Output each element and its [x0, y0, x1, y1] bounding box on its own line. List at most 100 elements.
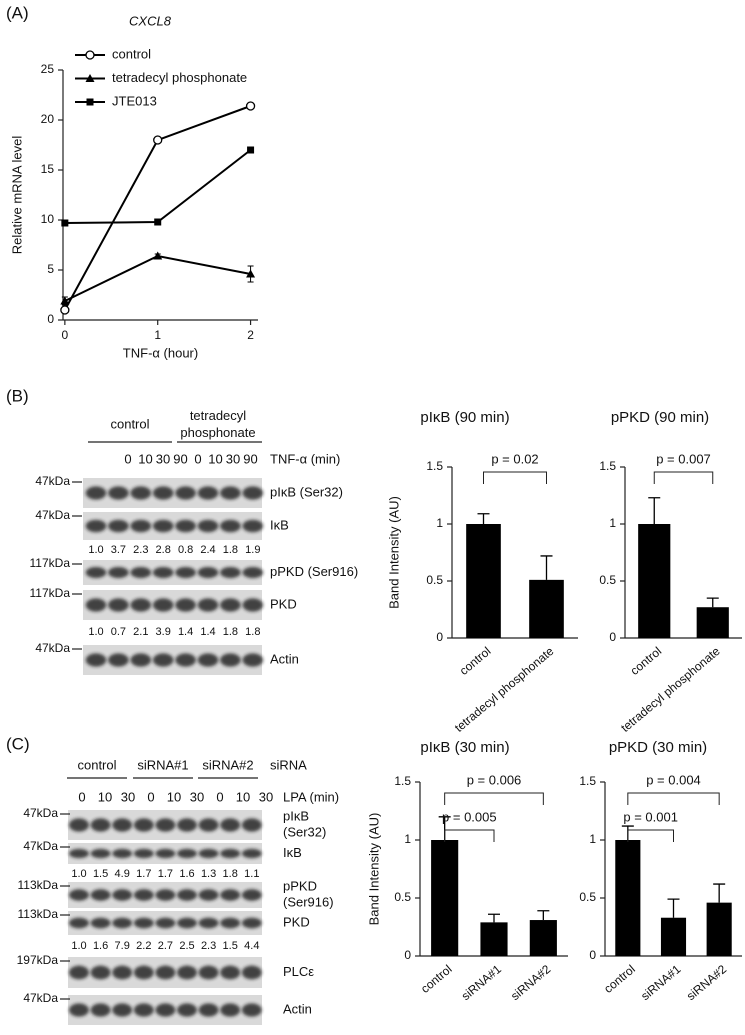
size-marker: 197kDa — [17, 953, 59, 967]
blot-band — [152, 567, 174, 578]
quantification: 1.5 — [93, 868, 108, 880]
y-tick-label: 0.5 — [599, 573, 616, 587]
blot-band — [198, 1003, 219, 1017]
blot-band — [69, 917, 89, 929]
treatment-label: TNF-α (min) — [270, 451, 340, 466]
blot-band — [85, 486, 107, 500]
quantification: 1.9 — [245, 544, 260, 556]
legend-marker — [86, 98, 94, 106]
blot-band — [133, 965, 154, 980]
quantification: 1.4 — [200, 626, 215, 638]
y-axis-label: Band Intensity (AU) — [366, 813, 381, 926]
row-label: pPKD — [283, 878, 317, 893]
x-tick-label: control — [601, 962, 638, 996]
series-line — [64, 149, 252, 224]
blot-band — [177, 917, 197, 929]
marker — [247, 146, 255, 154]
blot-band — [152, 519, 174, 533]
blot-band — [220, 598, 241, 612]
blot-band — [241, 1003, 262, 1017]
y-tick-label: 1.5 — [394, 774, 411, 788]
quantification: 2.8 — [156, 544, 171, 556]
significance-bracket — [627, 792, 720, 805]
legend-marker — [85, 50, 95, 60]
blot-band — [177, 889, 197, 901]
blot-band — [130, 486, 152, 500]
lane-label: 10 — [138, 451, 152, 466]
y-axis-label: Band Intensity (AU) — [386, 496, 401, 609]
panel-label: (B) — [6, 386, 29, 405]
blot-band — [69, 848, 89, 859]
x-tick-label: control — [457, 644, 494, 678]
group-title: siRNA — [270, 757, 307, 772]
lane-label: 30 — [190, 789, 204, 804]
x-tick-label: control — [418, 962, 455, 996]
marker — [61, 219, 69, 227]
blot-band — [197, 598, 219, 612]
legend-label: JTE013 — [112, 93, 157, 108]
y-tick-label: 1 — [609, 516, 616, 530]
error-bar — [477, 513, 490, 524]
blot-band — [155, 965, 176, 980]
x-tick-label: siRNA#2 — [508, 962, 554, 1003]
y-tick-label: 0 — [609, 630, 616, 644]
group-label: tetradecyl — [190, 408, 246, 423]
lane-label: 30 — [156, 451, 170, 466]
quantification: 2.5 — [179, 940, 194, 952]
blot-band — [133, 818, 154, 832]
blot-band — [220, 965, 241, 980]
blot-band — [197, 653, 219, 667]
x-tick-label: 1 — [154, 328, 161, 342]
quantification: 2.3 — [201, 940, 216, 952]
y-tick-label: 1 — [436, 516, 443, 530]
marker — [154, 218, 162, 226]
size-marker: 113kDa — [18, 878, 59, 892]
blot-band — [130, 653, 152, 667]
blot-band — [108, 567, 129, 578]
y-tick-label: 0 — [47, 312, 54, 326]
blot-band — [112, 917, 133, 929]
blot-band — [133, 1003, 154, 1017]
blot-band — [112, 965, 133, 980]
row-label: PKD — [270, 596, 297, 611]
blot-band — [197, 567, 219, 578]
error-bar — [540, 555, 553, 580]
chart-title: pPKD (30 min) — [609, 739, 707, 756]
y-tick-label: 0.5 — [579, 890, 596, 904]
error-bar — [648, 497, 661, 524]
blot-band — [133, 848, 154, 859]
lane-label: 10 — [236, 789, 250, 804]
blot-band — [177, 848, 197, 859]
row-label: IκB — [270, 517, 289, 532]
blot-band — [85, 519, 107, 533]
chart-title: pIκB (30 min) — [420, 739, 509, 756]
quantification: 1.0 — [88, 626, 103, 638]
quantification: 1.5 — [223, 940, 238, 952]
significance-bracket — [483, 471, 547, 484]
blot-band — [197, 519, 219, 533]
blot-band — [90, 917, 111, 929]
blot-band — [175, 519, 196, 533]
p-value: p = 0.004 — [646, 772, 701, 787]
marker — [153, 251, 163, 260]
blot-band — [220, 519, 241, 533]
chart-title: pPKD (90 min) — [611, 409, 709, 426]
blot-band — [241, 965, 262, 980]
row-label: pIκB (Ser32) — [270, 484, 343, 499]
size-marker: 113kDa — [18, 907, 59, 921]
x-tick-label: control — [628, 644, 665, 678]
row-label: (Ser32) — [283, 824, 326, 839]
blot-band — [242, 653, 264, 667]
error-bar — [488, 913, 500, 923]
quantification: 1.3 — [201, 868, 216, 880]
row-label: IκB — [283, 845, 302, 860]
row-label: (Ser916) — [283, 894, 334, 909]
blot-band — [175, 486, 196, 500]
blot-band — [198, 889, 219, 901]
lane-label: 10 — [208, 451, 222, 466]
blot-band — [90, 965, 111, 980]
y-tick-label: 1.5 — [579, 774, 596, 788]
blot-band — [197, 486, 219, 500]
p-value: p = 0.02 — [491, 451, 538, 466]
chart-title: CXCL8 — [129, 13, 172, 28]
